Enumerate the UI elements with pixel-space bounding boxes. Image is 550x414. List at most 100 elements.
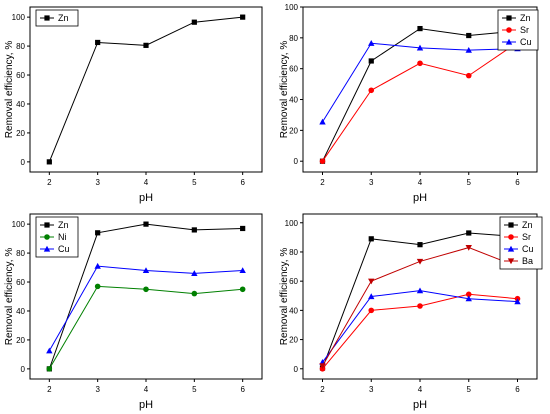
- y-tick-label: 40: [289, 96, 298, 105]
- x-tick-label: 5: [467, 178, 472, 187]
- data-point-cu: [465, 46, 472, 53]
- x-tick-label: 3: [95, 385, 100, 394]
- y-axis-label: Removal efficiency, %: [4, 248, 15, 346]
- data-point-zn: [95, 230, 101, 236]
- y-tick-label: 80: [289, 248, 298, 257]
- legend-marker: [505, 38, 513, 45]
- x-axis-label: pH: [139, 192, 153, 204]
- data-point-ba: [416, 258, 424, 265]
- legend-marker: [43, 245, 51, 252]
- x-axis-label: pH: [139, 399, 153, 411]
- legend-label: Cu: [520, 37, 532, 47]
- data-point-cu: [368, 40, 375, 46]
- y-tick-label: 60: [16, 278, 25, 287]
- y-tick-label: 100: [285, 3, 299, 12]
- legend-label: Zn: [520, 13, 531, 23]
- x-axis-label: pH: [413, 399, 427, 411]
- y-tick-label: 20: [16, 129, 25, 138]
- y-tick-label: 20: [289, 336, 298, 345]
- data-point-ni: [46, 366, 53, 372]
- data-point-cu: [514, 298, 521, 305]
- x-tick-label: 4: [144, 385, 149, 394]
- data-point-cu: [416, 44, 424, 51]
- legend-marker: [44, 234, 50, 240]
- data-point-zn: [46, 159, 52, 165]
- legend-marker: [506, 27, 512, 33]
- y-tick-label: 100: [12, 220, 26, 229]
- x-tick-label: 5: [192, 385, 197, 394]
- y-tick-label: 100: [12, 13, 26, 22]
- legend-label: Zn: [522, 220, 533, 230]
- y-tick-label: 80: [289, 34, 298, 43]
- y-tick-label: 0: [294, 365, 299, 374]
- legend-box: [499, 216, 543, 270]
- data-point-cu: [142, 267, 150, 274]
- x-tick-label: 2: [47, 178, 52, 187]
- plot-frame: [29, 6, 263, 173]
- legend-label: Ba: [522, 256, 533, 266]
- x-tick-label: 3: [369, 385, 374, 394]
- series-line-cu: [48, 265, 243, 352]
- data-point-zn: [143, 221, 149, 227]
- legend-marker: [44, 222, 50, 228]
- data-point-ba: [465, 244, 472, 251]
- x-tick-label: 6: [240, 385, 245, 394]
- y-tick-label: 80: [16, 249, 25, 258]
- data-point-sr: [368, 87, 375, 94]
- y-axis-label: Removal efficiency, %: [4, 41, 15, 139]
- data-point-ni: [94, 283, 101, 290]
- data-point-zn: [417, 242, 423, 248]
- legend-label: Zn: [58, 13, 69, 23]
- x-axis-label: pH: [413, 192, 427, 204]
- x-tick-label: 6: [515, 178, 520, 187]
- y-tick-label: 60: [16, 71, 25, 80]
- legend-marker: [507, 258, 515, 265]
- x-tick-label: 4: [418, 178, 423, 187]
- legend-marker: [44, 15, 50, 21]
- legend-marker: [507, 245, 515, 252]
- y-tick-label: 40: [16, 100, 25, 109]
- data-point-zn: [466, 230, 472, 236]
- series-zn: [46, 14, 246, 165]
- x-tick-label: 2: [320, 385, 325, 394]
- data-point-ba: [368, 278, 375, 285]
- y-tick-label: 0: [294, 157, 299, 166]
- legend-label: Sr: [522, 232, 531, 242]
- data-point-sr: [417, 303, 423, 309]
- y-axis-label: Removal efficiency, %: [279, 41, 290, 139]
- y-tick-label: 20: [289, 126, 298, 135]
- data-point-cu: [319, 118, 326, 125]
- legend-marker: [508, 222, 514, 228]
- series-line-zn: [48, 16, 243, 163]
- data-point-zn: [240, 14, 246, 20]
- y-tick-label: 0: [21, 158, 26, 167]
- data-point-zn: [143, 42, 149, 48]
- legend-label: Cu: [522, 244, 534, 254]
- data-point-zn: [95, 39, 101, 46]
- x-tick-label: 2: [320, 178, 325, 187]
- y-tick-label: 0: [21, 365, 26, 374]
- x-tick-label: 5: [192, 178, 197, 187]
- legend-marker: [506, 15, 512, 21]
- y-tick-label: 60: [289, 65, 298, 74]
- y-tick-label: 80: [16, 42, 25, 51]
- series-cu: [46, 262, 246, 354]
- series-cu: [319, 40, 521, 125]
- data-point-cu: [191, 270, 198, 276]
- data-point-sr: [465, 72, 472, 79]
- data-point-zn: [240, 225, 246, 232]
- x-tick-label: 6: [515, 385, 520, 394]
- series-line-cu: [322, 42, 518, 123]
- series-line-cu: [322, 290, 518, 363]
- legend-box: [35, 9, 79, 27]
- series-line-ni: [48, 285, 243, 370]
- y-tick-label: 40: [16, 307, 25, 316]
- data-point-zn: [368, 58, 374, 64]
- data-point-sr: [368, 307, 375, 314]
- x-tick-label: 3: [95, 178, 100, 187]
